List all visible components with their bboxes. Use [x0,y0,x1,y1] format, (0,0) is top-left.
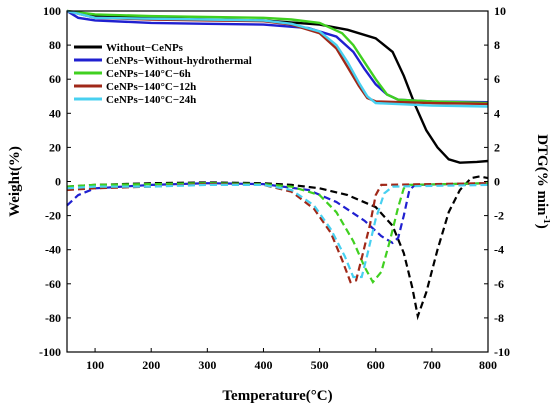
legend-label: CeNPs−140°C−24h [106,94,196,106]
y-right-tick-label: 0 [494,175,500,189]
x-tick-label: 300 [198,358,216,372]
y-left-tick-label: 80 [49,38,61,52]
y-right-tick-label: 2 [494,140,500,154]
y-axis-right-title: DTG(% min-1) [534,134,550,229]
y-left-tick-label: -100 [39,345,61,359]
legend-label: CeNPs−140°C−12h [106,81,196,93]
y-right-tick-label: 6 [494,72,500,86]
y-left-tick-label: -60 [45,277,61,291]
legend-label: Without−CeNPs [106,42,184,54]
x-tick-label: 500 [311,358,329,372]
legend: Without−CeNPsCeNPs−Without-hydrothermalC… [74,42,252,106]
dtg-line-series-5 [66,183,489,279]
y-right-tick-label: -6 [494,277,504,291]
y-left-tick-label: 60 [49,72,61,86]
tg-line-series-3 [66,9,489,105]
x-tick-label: 600 [367,358,385,372]
dtg-line-series-2 [66,182,489,245]
y-left-tick-label: -40 [45,243,61,257]
y-left-tick-label: 40 [49,106,61,120]
y-left-tick-label: 100 [43,4,61,18]
y-left-tick-label: -80 [45,311,61,325]
y-right-tick-label: 8 [494,38,500,52]
y-left-tick-label: 0 [55,175,61,189]
dtg-line-series-3 [66,182,489,285]
y-right-tick-label: -2 [494,209,504,223]
x-tick-label: 200 [142,358,160,372]
y-left-tick-label: -20 [45,209,61,223]
tg-line-series-5 [66,9,489,108]
x-tick-label: 700 [423,358,441,372]
y-left-tick-label: 20 [49,140,61,154]
y-right-tick-label: -4 [494,243,504,257]
legend-label: CeNPs−Without-hydrothermal [106,55,252,67]
x-axis-title: Temperature(°C) [222,388,332,404]
legend-label: CeNPs−140°C−6h [106,68,191,80]
y-right-tick-label: 10 [494,4,506,18]
y-right-tick-label: -8 [494,311,504,325]
x-tick-label: 400 [254,358,272,372]
x-tick-label: 800 [479,358,497,372]
y-right-tick-label: 4 [494,106,500,120]
y-axis-right-title-main: DTG(% min [534,134,550,216]
x-tick-label: 100 [86,358,104,372]
y-axis-left-title: Weight(%) [7,146,23,217]
y-axis-right-title-superscript: -1 [541,215,550,223]
y-right-tick-label: -10 [494,345,510,359]
y-axis-right-title-close: ) [534,224,550,229]
dtg-line-series-1 [66,175,489,321]
dtg-line-series-4 [66,182,489,284]
